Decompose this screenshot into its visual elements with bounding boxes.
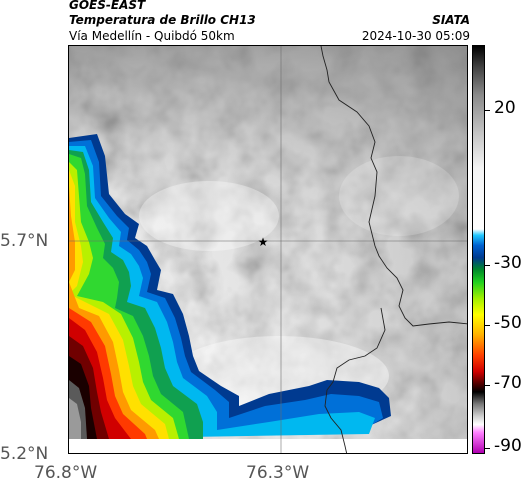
colorbar-tick [485,265,490,266]
map-panel: ★ [68,45,468,454]
lon-tick-76-3: 76.3°W [246,463,310,483]
colorbar-label-minus-30: -30 [494,253,522,273]
municipal-boundary [324,307,386,453]
convective-cloud-contours [69,134,391,439]
colorbar-label-minus-70: -70 [494,373,522,393]
lat-tick-5-2: 5.2°N [0,444,49,464]
brightness-temperature-map: ★ [69,46,467,453]
temperature-colorbar [472,45,485,454]
datetime-label: 2024-10-30 05:09 [361,29,470,43]
lon-tick-76-8: 76.8°W [34,463,98,483]
star-icon: ★ [258,235,269,249]
colorbar-label-minus-90: -90 [494,436,522,456]
colorbar-tick [485,448,490,449]
source-label: SIATA [432,13,470,27]
colorbar-tick [485,385,490,386]
satellite-title: GOES-EAST [69,0,146,12]
colorbar-label-20: 20 [494,98,516,118]
department-boundary [320,46,467,327]
product-title: Temperatura de Brillo CH13 [69,13,256,27]
lat-tick-5-7: 5.7°N [0,231,49,251]
route-label: Vía Medellín - Quibdó 50km [69,29,235,43]
colorbar-tick [485,325,490,326]
colorbar-tick [485,110,490,111]
colorbar-label-minus-50: -50 [494,313,522,333]
